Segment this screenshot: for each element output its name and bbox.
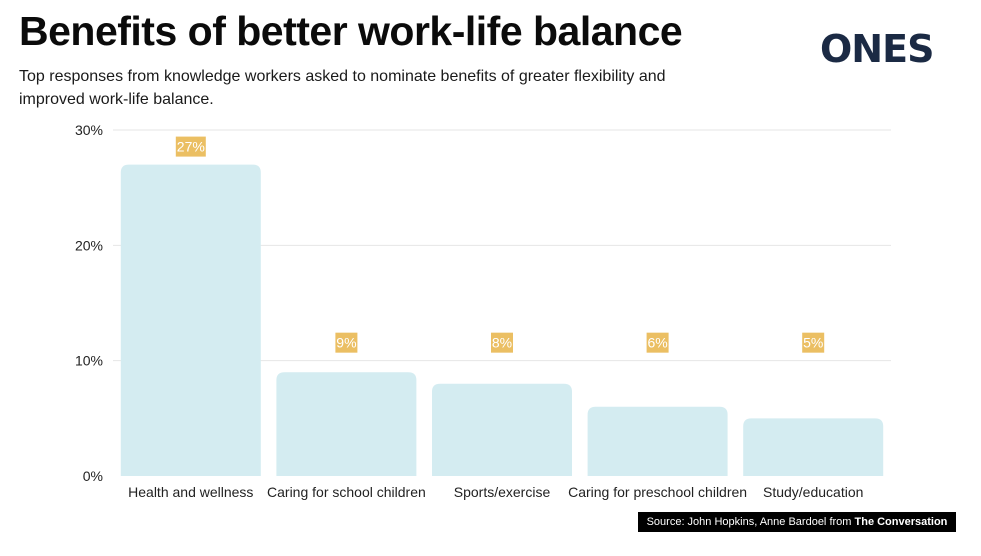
chart-title: Benefits of better work-life balance bbox=[19, 8, 683, 54]
value-label: 9% bbox=[336, 335, 356, 351]
y-tick-label: 30% bbox=[75, 122, 103, 138]
x-tick-label: Study/education bbox=[763, 484, 863, 500]
source-prefix: Source: John Hopkins, Anne Bardoel bbox=[646, 516, 827, 528]
value-label: 27% bbox=[177, 139, 205, 155]
value-label-bg bbox=[491, 332, 513, 353]
x-tick-label: Caring for preschool children bbox=[568, 484, 747, 500]
source-middle: from bbox=[829, 516, 852, 528]
bar bbox=[743, 418, 884, 476]
value-label: 8% bbox=[492, 335, 512, 351]
value-label-bg bbox=[646, 332, 669, 353]
x-tick-label: Health and wellness bbox=[128, 484, 253, 500]
bar bbox=[120, 164, 261, 476]
x-tick-label: Sports/exercise bbox=[454, 484, 551, 500]
y-tick-label: 10% bbox=[75, 353, 103, 369]
ones-logo: ONES bbox=[820, 28, 934, 68]
bar bbox=[276, 372, 417, 476]
source-note: Source: John Hopkins, Anne Bardoel from … bbox=[638, 512, 956, 532]
value-label-bg bbox=[175, 136, 206, 157]
logo-text: ONES bbox=[820, 28, 933, 68]
y-tick-label: 20% bbox=[75, 237, 103, 253]
bar bbox=[587, 406, 728, 476]
source-suffix: The Conversation bbox=[854, 516, 948, 528]
x-tick-label: Caring for school children bbox=[267, 484, 426, 500]
value-label-bg bbox=[335, 332, 358, 353]
y-tick-label: 0% bbox=[83, 468, 103, 484]
value-label-bg bbox=[802, 332, 825, 353]
chart-subtitle: Top responses from knowledge workers ask… bbox=[19, 68, 666, 108]
value-label: 6% bbox=[647, 335, 667, 351]
bar bbox=[432, 383, 572, 476]
value-label: 5% bbox=[803, 335, 823, 351]
